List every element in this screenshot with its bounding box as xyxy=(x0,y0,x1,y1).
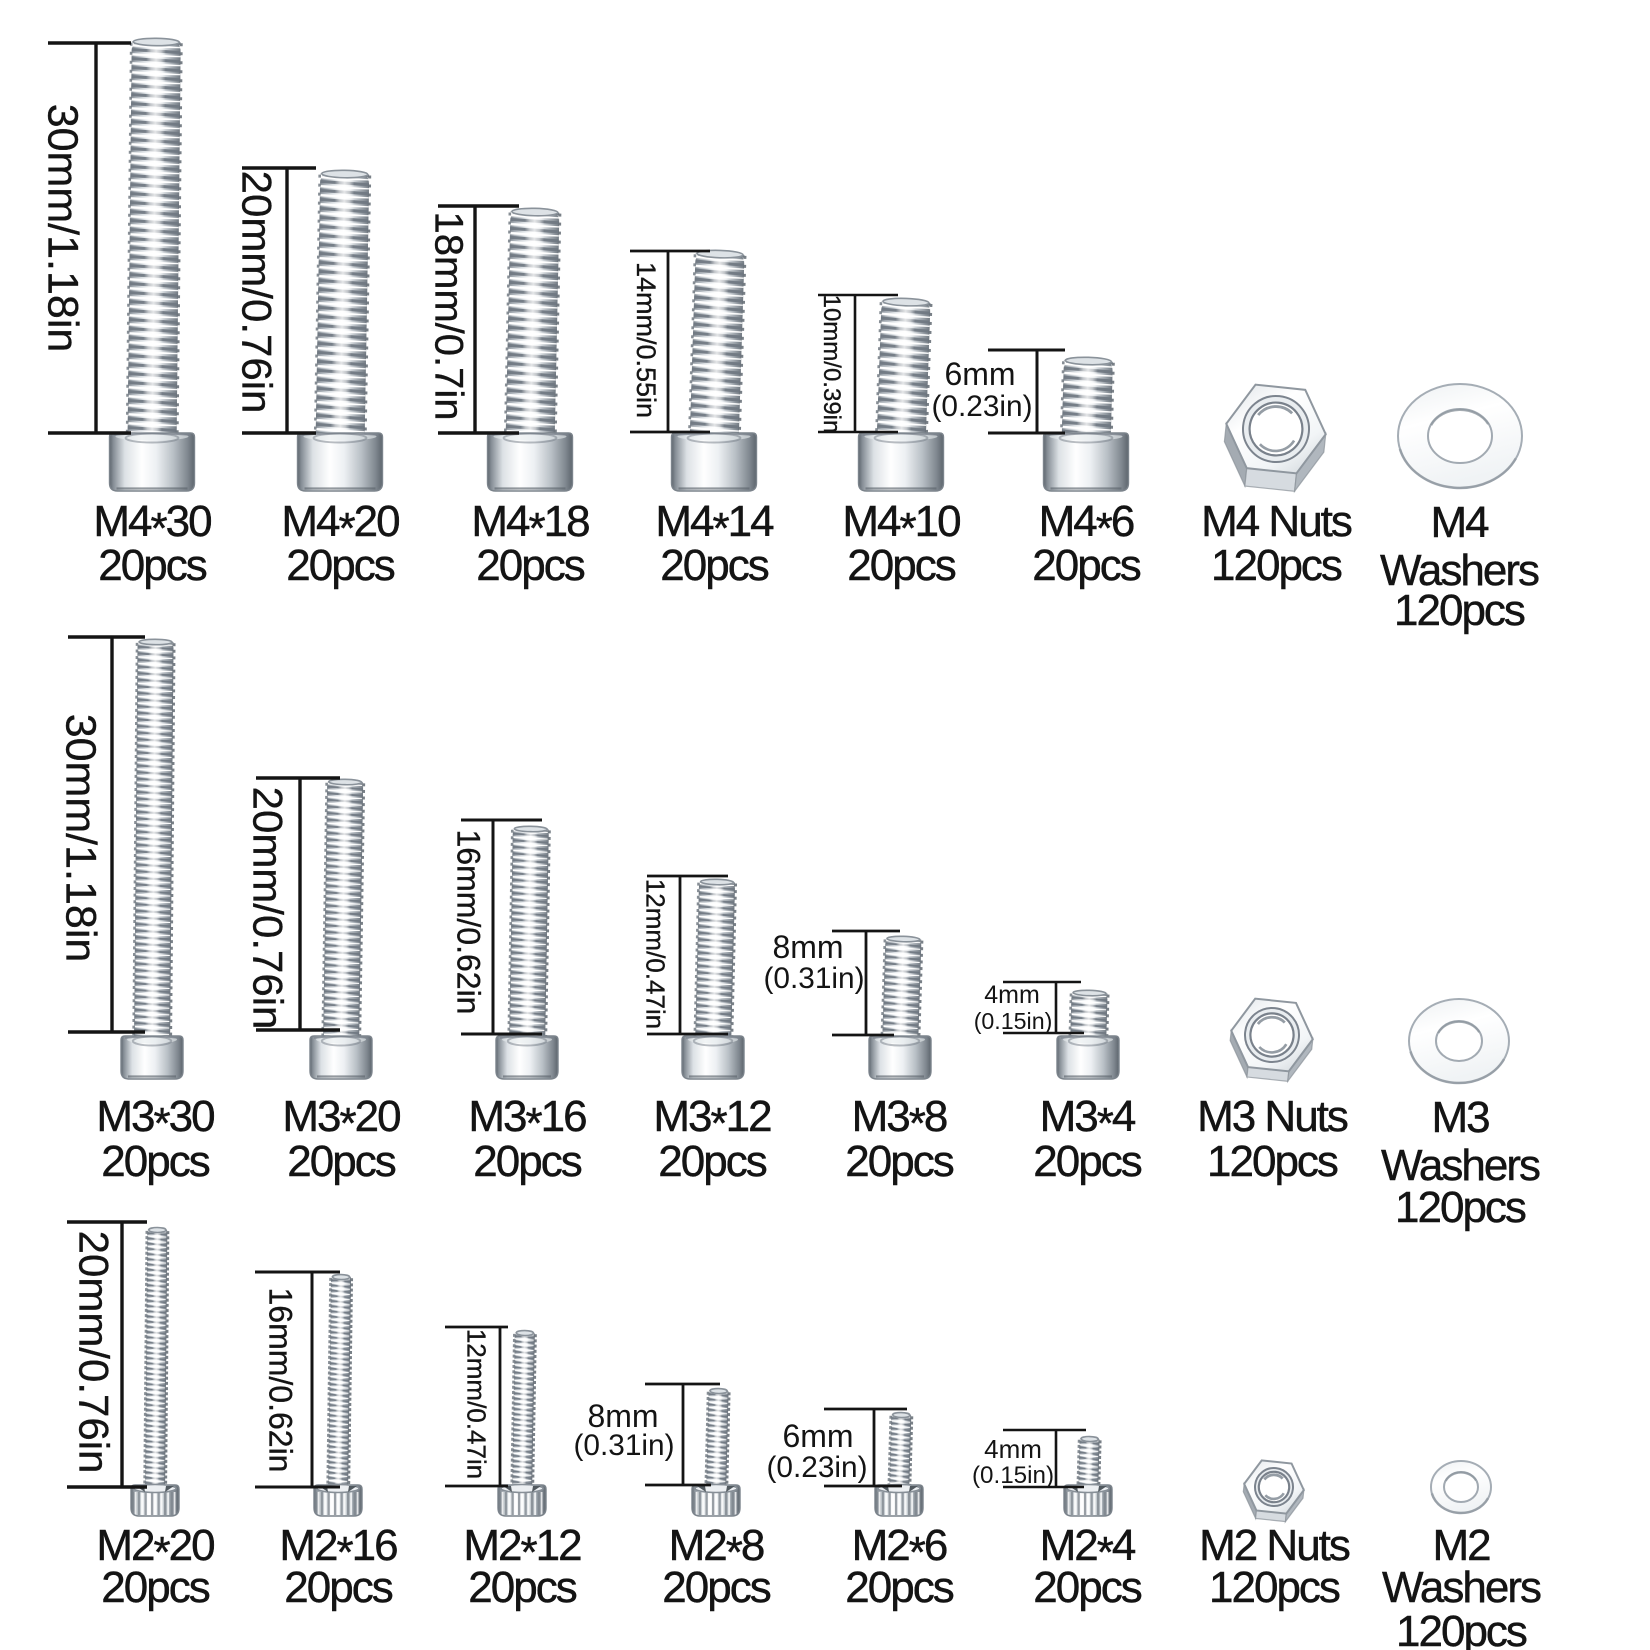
svg-text:M2*20: M2*20 xyxy=(96,1521,214,1577)
svg-text:M2*6: M2*6 xyxy=(852,1521,947,1577)
svg-text:20pcs: 20pcs xyxy=(658,1137,766,1186)
svg-text:Washers: Washers xyxy=(1380,546,1539,595)
svg-text:(0.15in): (0.15in) xyxy=(974,1008,1053,1034)
svg-text:20pcs: 20pcs xyxy=(1033,1563,1141,1612)
svg-text:M2*12: M2*12 xyxy=(463,1521,581,1577)
svg-text:Washers: Washers xyxy=(1382,1563,1541,1612)
svg-text:20pcs: 20pcs xyxy=(98,541,206,590)
svg-text:20pcs: 20pcs xyxy=(284,1563,392,1612)
svg-text:M2: M2 xyxy=(1432,1521,1490,1570)
svg-text:20pcs: 20pcs xyxy=(847,541,955,590)
svg-text:M3*30: M3*30 xyxy=(96,1092,214,1148)
svg-text:20pcs: 20pcs xyxy=(287,1137,395,1186)
svg-text:M2*4: M2*4 xyxy=(1040,1521,1136,1577)
svg-text:16mm/0.62in: 16mm/0.62in xyxy=(262,1288,298,1473)
svg-text:4mm: 4mm xyxy=(984,981,1040,1009)
svg-text:20mm/0.76in: 20mm/0.76in xyxy=(71,1231,118,1474)
svg-text:M3*4: M3*4 xyxy=(1040,1092,1136,1148)
svg-text:M3*8: M3*8 xyxy=(852,1092,947,1148)
svg-text:20pcs: 20pcs xyxy=(473,1137,581,1186)
svg-text:20pcs: 20pcs xyxy=(476,541,584,590)
svg-text:30mm/1.18in: 30mm/1.18in xyxy=(38,104,86,353)
svg-text:M4 Nuts: M4 Nuts xyxy=(1201,497,1352,546)
svg-text:20pcs: 20pcs xyxy=(101,1563,209,1612)
svg-text:120pcs: 120pcs xyxy=(1396,1607,1527,1650)
svg-text:(0.23in): (0.23in) xyxy=(931,390,1032,423)
svg-text:20pcs: 20pcs xyxy=(1032,541,1140,590)
svg-text:(0.31in): (0.31in) xyxy=(763,962,864,995)
svg-text:M4: M4 xyxy=(1430,498,1489,547)
svg-text:M4*14: M4*14 xyxy=(655,497,774,553)
svg-text:M4*10: M4*10 xyxy=(842,497,960,553)
svg-text:M3*16: M3*16 xyxy=(468,1092,586,1148)
svg-text:M4*18: M4*18 xyxy=(471,497,589,553)
svg-text:M4*6: M4*6 xyxy=(1039,497,1134,553)
svg-text:M2 Nuts: M2 Nuts xyxy=(1199,1521,1350,1570)
svg-text:(0.31in): (0.31in) xyxy=(573,1429,674,1462)
svg-text:6mm: 6mm xyxy=(782,1418,853,1454)
svg-text:120pcs: 120pcs xyxy=(1394,586,1525,635)
svg-text:M3: M3 xyxy=(1431,1093,1489,1142)
svg-text:Washers: Washers xyxy=(1381,1141,1540,1190)
svg-text:14mm/0.55in: 14mm/0.55in xyxy=(631,262,661,418)
svg-text:120pcs: 120pcs xyxy=(1207,1137,1338,1186)
svg-text:6mm: 6mm xyxy=(944,356,1015,392)
svg-text:(0.15in): (0.15in) xyxy=(972,1462,1054,1489)
svg-text:20mm/0.76in: 20mm/0.76in xyxy=(245,787,292,1030)
svg-text:8mm: 8mm xyxy=(587,1398,658,1434)
svg-text:120pcs: 120pcs xyxy=(1211,541,1342,590)
svg-text:4mm: 4mm xyxy=(984,1434,1042,1464)
svg-text:M3*12: M3*12 xyxy=(653,1092,771,1148)
svg-text:M4*30: M4*30 xyxy=(93,497,211,553)
svg-text:120pcs: 120pcs xyxy=(1395,1183,1526,1232)
svg-text:20pcs: 20pcs xyxy=(845,1563,953,1612)
svg-text:M3 Nuts: M3 Nuts xyxy=(1197,1092,1348,1141)
svg-text:20pcs: 20pcs xyxy=(660,541,768,590)
svg-text:20pcs: 20pcs xyxy=(1033,1137,1141,1186)
svg-text:12mm/0.47in: 12mm/0.47in xyxy=(462,1329,492,1479)
svg-text:16mm/0.62in: 16mm/0.62in xyxy=(450,830,486,1015)
svg-text:20pcs: 20pcs xyxy=(286,541,394,590)
svg-text:120pcs: 120pcs xyxy=(1209,1563,1340,1612)
svg-text:20pcs: 20pcs xyxy=(101,1137,209,1186)
svg-text:M4*20: M4*20 xyxy=(281,497,399,553)
svg-text:M2*16: M2*16 xyxy=(279,1521,397,1577)
svg-text:30mm/1.18in: 30mm/1.18in xyxy=(56,714,104,963)
svg-text:20pcs: 20pcs xyxy=(468,1563,576,1612)
svg-text:8mm: 8mm xyxy=(772,929,843,965)
svg-text:M3*20: M3*20 xyxy=(282,1092,400,1148)
svg-text:20pcs: 20pcs xyxy=(662,1563,770,1612)
svg-text:18mm/0.7in: 18mm/0.7in xyxy=(426,212,470,421)
svg-text:10mm/0.39in: 10mm/0.39in xyxy=(818,295,845,434)
svg-text:12mm/0.47in: 12mm/0.47in xyxy=(641,879,671,1029)
svg-text:20mm/0.76in: 20mm/0.76in xyxy=(234,171,281,414)
svg-text:(0.23in): (0.23in) xyxy=(766,1451,867,1484)
svg-text:20pcs: 20pcs xyxy=(845,1137,953,1186)
svg-text:M2*8: M2*8 xyxy=(669,1521,764,1577)
